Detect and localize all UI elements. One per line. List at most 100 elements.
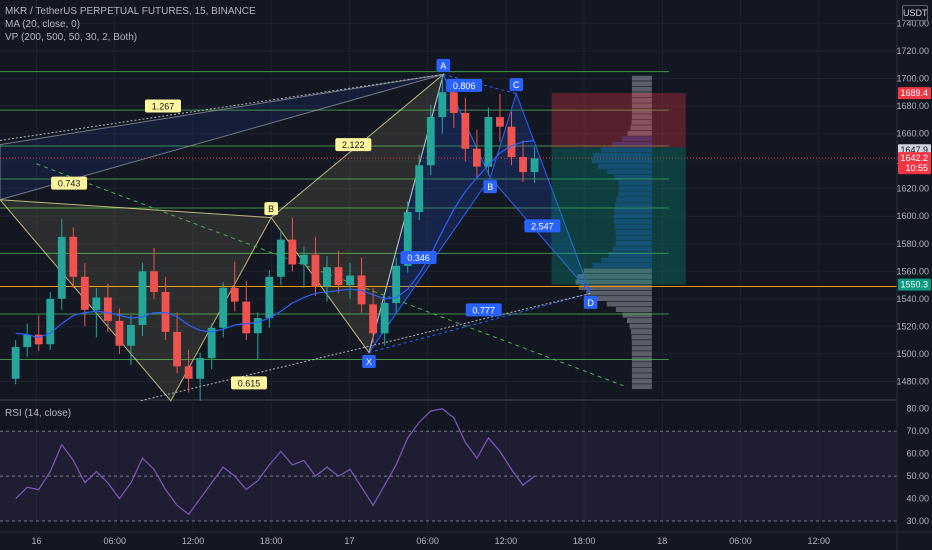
long-position-tool[interactable]: [551, 93, 686, 285]
candle-body[interactable]: [46, 298, 55, 345]
stop-zone[interactable]: [551, 147, 686, 285]
candle-body[interactable]: [426, 117, 435, 166]
ratio-label-bg: [524, 219, 561, 233]
pattern-point-x: X: [366, 357, 372, 367]
target-zone[interactable]: [551, 93, 686, 148]
moving-average-line: [15, 139, 535, 339]
candle-body[interactable]: [127, 325, 135, 346]
volume-profile-bar: [614, 174, 652, 180]
candle-body[interactable]: [380, 302, 389, 334]
candle-body[interactable]: [161, 291, 170, 332]
candle-body[interactable]: [103, 297, 112, 321]
volume-profile-bar: [631, 334, 652, 340]
pattern-left-leg-3[interactable]: [0, 73, 444, 201]
volume-profile-bar: [618, 180, 652, 186]
candle-body[interactable]: [196, 358, 205, 379]
candle-body[interactable]: [276, 239, 285, 277]
price-tick-label: 1660.00: [896, 129, 929, 139]
candle-body[interactable]: [449, 92, 458, 113]
candle-body[interactable]: [57, 236, 66, 299]
candle-body[interactable]: [92, 297, 101, 310]
candle-body[interactable]: [323, 267, 331, 287]
time-tick-label: 12:00: [182, 536, 205, 546]
volume-profile-bar: [631, 384, 652, 390]
volume-profile-bar: [629, 323, 652, 329]
candle-body[interactable]: [138, 271, 147, 326]
candle-body[interactable]: [311, 254, 320, 287]
ma-line[interactable]: [15, 139, 535, 339]
candle-body[interactable]: [519, 156, 527, 173]
volume-profile-bar: [598, 163, 652, 169]
time-tick-label: 18:00: [260, 536, 283, 546]
volume-profile-bar: [612, 141, 652, 147]
rsi-legend[interactable]: RSI (14, close): [5, 408, 72, 419]
volume-profile-bar: [631, 97, 652, 103]
pattern-point-c-bg: [509, 78, 524, 92]
currency-button[interactable]: USDT: [902, 5, 928, 21]
candle-body[interactable]: [288, 239, 297, 265]
candle-body[interactable]: [34, 334, 43, 345]
volume-profile-bar: [630, 329, 652, 335]
candle-body[interactable]: [115, 320, 124, 346]
candle-body[interactable]: [461, 112, 470, 149]
candle-body[interactable]: [253, 318, 262, 334]
candle-body[interactable]: [403, 212, 412, 266]
symbol-legend[interactable]: MKR / TetherUS PERPETUAL FUTURES, 15, BI…: [5, 6, 256, 17]
candle-body[interactable]: [219, 287, 228, 328]
price-tick-label: 1480.00: [896, 376, 929, 386]
ratio-label-bg: [335, 138, 372, 152]
candle-body[interactable]: [242, 301, 251, 334]
candle-body[interactable]: [150, 271, 158, 292]
volume-profile-bar: [631, 345, 652, 351]
rsi-band: [0, 431, 897, 522]
volume-profile-bar: [601, 257, 652, 263]
ratio-label: 0.615: [238, 378, 261, 388]
candle-body[interactable]: [173, 331, 181, 367]
candle-body[interactable]: [392, 265, 401, 303]
ratio-label: 1.267: [152, 102, 175, 112]
candle-body[interactable]: [69, 236, 78, 277]
candle-body[interactable]: [23, 334, 32, 348]
pattern-point-b-left: B: [268, 204, 274, 214]
candle-body[interactable]: [11, 347, 20, 379]
candle-body[interactable]: [334, 267, 343, 286]
pattern-dotted-line: [0, 73, 444, 141]
candle-body[interactable]: [415, 165, 424, 213]
volume-profile-bar: [592, 152, 652, 158]
ratio-label: 0.346: [407, 253, 430, 263]
ratio-label-bg: [465, 303, 502, 317]
volume-profile-bar: [608, 252, 652, 257]
candle-body[interactable]: [507, 126, 516, 157]
volume-profile-bar: [613, 246, 652, 252]
candle-body[interactable]: [184, 366, 193, 379]
volume-profile-bar: [600, 147, 652, 153]
candle-body[interactable]: [438, 92, 447, 118]
candle-body[interactable]: [230, 287, 239, 302]
ratio-label: 2.547: [531, 221, 554, 231]
candle-body[interactable]: [300, 254, 308, 265]
candle-body[interactable]: [484, 117, 493, 167]
candle-body[interactable]: [80, 276, 89, 310]
candle-body[interactable]: [207, 327, 216, 359]
volume-profile-bar: [586, 290, 652, 296]
rsi-pane[interactable]: [0, 408, 897, 522]
volume-profile-bar: [631, 92, 652, 98]
time-tick-label: 06:00: [103, 536, 126, 546]
ma-legend[interactable]: MA (20, close, 0): [5, 19, 81, 30]
volume-profile-bar: [626, 318, 652, 324]
pattern-point-a: A: [440, 61, 446, 71]
price-tick-label: 1700.00: [896, 73, 929, 83]
candle-body[interactable]: [472, 148, 481, 167]
pattern-point-c: C: [513, 80, 520, 90]
candle-body[interactable]: [530, 158, 539, 173]
candle-body[interactable]: [369, 304, 378, 334]
candle-body[interactable]: [265, 276, 274, 319]
rsi-line[interactable]: [15, 408, 535, 516]
candle-body[interactable]: [357, 275, 366, 305]
candle-body[interactable]: [346, 275, 354, 286]
volume-profile-bar: [630, 125, 652, 131]
vp-legend[interactable]: VP (200, 500, 50, 30, 2, Both): [5, 32, 138, 43]
volume-profile-bar: [621, 136, 652, 142]
candle-body[interactable]: [496, 117, 504, 127]
